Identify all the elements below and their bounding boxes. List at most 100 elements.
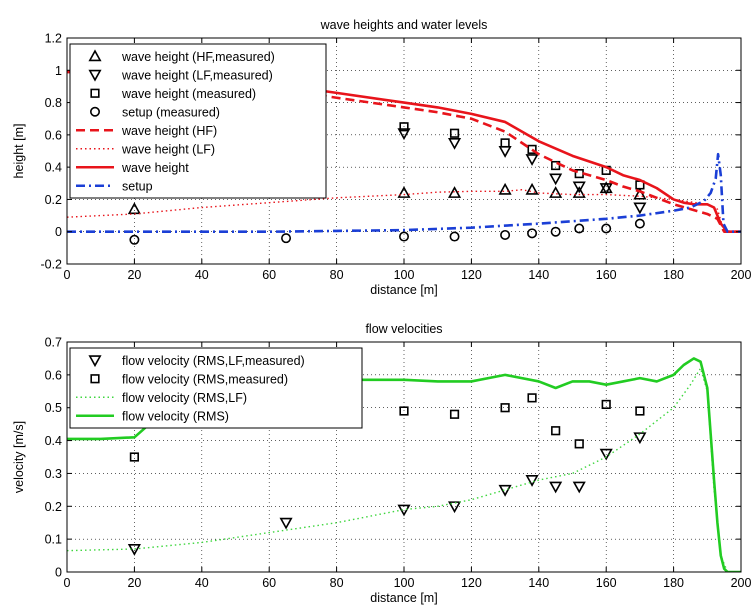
data-point (279, 517, 293, 530)
y-tick-label: 0.5 (45, 401, 62, 415)
x-tick-label: 20 (127, 576, 141, 590)
chart-title: wave heights and water levels (320, 18, 488, 32)
x-tick-label: 100 (394, 268, 415, 282)
data-point (500, 229, 511, 240)
data-point (500, 403, 510, 413)
legend-label: wave height (HF,measured) (121, 50, 275, 64)
data-point (129, 452, 140, 462)
x-tick-label: 40 (195, 268, 209, 282)
x-tick-label: 60 (262, 576, 276, 590)
data-point (127, 544, 141, 556)
x-tick-label: 180 (663, 268, 684, 282)
x-tick-label: 140 (528, 268, 549, 282)
data-point (599, 183, 613, 195)
data-point (599, 448, 613, 461)
x-tick-label: 0 (64, 576, 71, 590)
series-markers-1 (129, 393, 645, 462)
x-tick-label: 200 (731, 576, 752, 590)
data-point (129, 234, 140, 245)
wave-heights-chart: 0 20 40 60 80 100 120 140 160 180 200-0.200.20.40.… (12, 18, 751, 297)
ticks: 0 20 40 60 80 100 120 140 160 180 200-0.200.20.40.… (40, 32, 751, 283)
legend-label: wave height (LF) (121, 142, 215, 156)
y-tick-label: 0 (55, 225, 62, 239)
data-point (397, 504, 411, 517)
data-point (633, 187, 647, 200)
y-tick-label: 1.2 (45, 32, 62, 46)
x-tick-label: 80 (330, 576, 344, 590)
data-point (498, 484, 512, 497)
x-tick-label: 0 (64, 268, 71, 282)
data-point (549, 186, 563, 198)
y-tick-label: 0.3 (45, 467, 62, 481)
x-tick-label: 200 (731, 268, 752, 282)
legend-label: flow velocity (RMS,LF,measured) (122, 354, 305, 368)
y-tick-label: 0.2 (45, 500, 62, 514)
legend-box (69, 347, 363, 429)
y-tick-label: 0 (55, 566, 62, 580)
data-point (572, 186, 586, 198)
data-point (449, 409, 460, 419)
data-point (601, 223, 612, 234)
data-point (399, 406, 409, 416)
y-tick-label: -0.2 (40, 258, 62, 272)
legend: wave height (HF,measured) wave height (LF… (69, 43, 327, 199)
y-axis-label: velocity [m/s] (12, 421, 26, 493)
legend-label: wave height (HF) (121, 124, 217, 138)
x-tick-label: 60 (262, 268, 276, 282)
y-tick-label: 0.6 (45, 128, 62, 142)
data-point (500, 138, 510, 148)
data-point (399, 122, 409, 132)
legend-swatch (88, 49, 102, 62)
legend-label: wave height (121, 161, 189, 175)
legend-swatch (90, 374, 100, 384)
x-tick-label: 160 (596, 576, 617, 590)
series-markers-3 (129, 218, 645, 245)
y-axis-label: height [m] (12, 124, 26, 179)
x-tick-label: 120 (461, 576, 482, 590)
data-point (551, 426, 561, 436)
x-tick-label: 100 (394, 576, 415, 590)
y-tick-label: 0.6 (45, 368, 62, 382)
series-line-7 (67, 152, 741, 234)
x-tick-label: 180 (663, 576, 684, 590)
data-point (572, 481, 586, 494)
legend: flow velocity (RMS,LF,measured) flow velo… (69, 347, 363, 429)
data-point (549, 481, 563, 494)
series-line-5 (67, 189, 741, 233)
data-point (397, 186, 411, 198)
legend-box (69, 43, 327, 199)
x-tick-label: 20 (127, 268, 141, 282)
series-line-2 (67, 367, 741, 572)
legend-label: flow velocity (RMS,measured) (122, 372, 288, 386)
legend-label: wave height (measured) (121, 87, 256, 101)
y-tick-label: 0.4 (45, 434, 62, 448)
series-markers-0 (127, 432, 647, 556)
x-tick-label: 120 (461, 268, 482, 282)
data-point (447, 137, 462, 150)
y-tick-label: 0.4 (45, 161, 62, 175)
y-tick-label: 1 (55, 64, 62, 78)
data-point (633, 432, 647, 445)
data-point (574, 439, 584, 449)
data-point (398, 231, 409, 242)
x-axis-label: distance [m] (370, 591, 437, 605)
legend-label: setup (measured) (122, 105, 220, 119)
y-tick-label: 0.7 (45, 336, 62, 350)
legend-swatch (90, 88, 100, 98)
data-point (633, 202, 647, 215)
x-tick-label: 140 (528, 576, 549, 590)
legend-label: wave height (LF,measured) (121, 68, 273, 82)
data-point (527, 393, 537, 403)
data-point (634, 218, 645, 229)
data-point (635, 406, 645, 416)
data-point (527, 144, 537, 154)
data-point (449, 231, 460, 242)
data-point (525, 154, 539, 166)
x-tick-label: 40 (195, 576, 209, 590)
y-tick-label: 0.1 (45, 533, 62, 547)
legend-swatch (88, 69, 102, 82)
data-point (572, 181, 586, 194)
legend-label: setup (122, 179, 153, 193)
data-point (574, 223, 585, 234)
